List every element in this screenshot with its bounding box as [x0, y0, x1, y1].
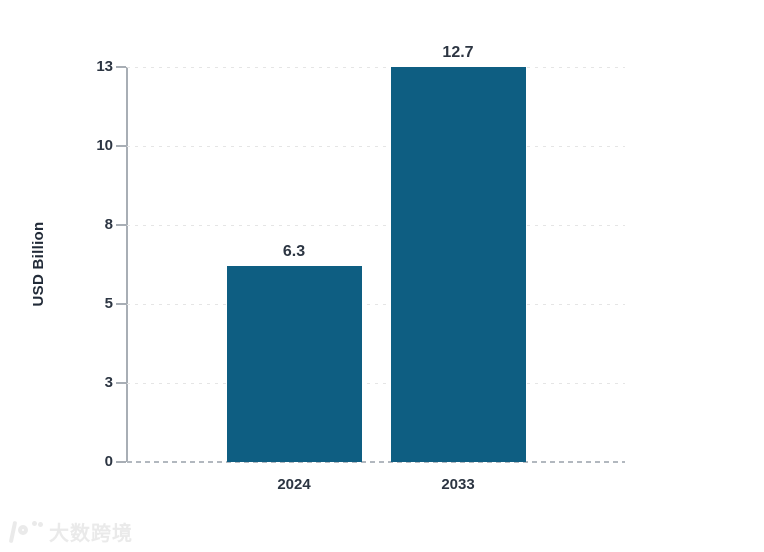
gridline: [127, 303, 625, 305]
y-tick-label: 0: [104, 453, 113, 470]
y-tick-label: 10: [96, 137, 113, 154]
y-tick-mark: [116, 145, 126, 147]
y-tick-mark: [116, 461, 126, 463]
y-tick-mark: [116, 382, 126, 384]
y-tick-mark: [116, 303, 126, 305]
gridline: [127, 224, 625, 226]
watermark-text: 大数跨境: [49, 523, 133, 545]
y-tick-mark: [116, 66, 126, 68]
x-axis-label-2033: 2033: [441, 476, 475, 493]
x-axis-label-2024: 2024: [277, 476, 311, 493]
bar-value-label: 6.3: [282, 243, 306, 261]
gridline: [127, 145, 625, 147]
gridline: [127, 66, 625, 68]
y-tick-label: 5: [104, 295, 113, 312]
gridline: [127, 382, 625, 384]
y-axis-line: [126, 67, 128, 462]
watermark-logo-icon: [8, 518, 43, 546]
watermark: 大数跨境: [8, 517, 133, 546]
plot-area: 0 3 5 8 10 13 6.3 2024 12.7 2033: [96, 44, 625, 493]
y-tick-label: 3: [104, 374, 113, 391]
bar-2033: [390, 67, 526, 462]
y-axis-title-text: USD Billion: [30, 221, 47, 307]
bar-2024: [226, 266, 362, 462]
bar-value-label: 12.7: [442, 44, 474, 61]
y-tick-mark: [116, 224, 126, 226]
y-tick-label: 8: [104, 216, 113, 233]
y-tick-label: 13: [96, 58, 113, 75]
x-axis-baseline: [127, 461, 625, 463]
